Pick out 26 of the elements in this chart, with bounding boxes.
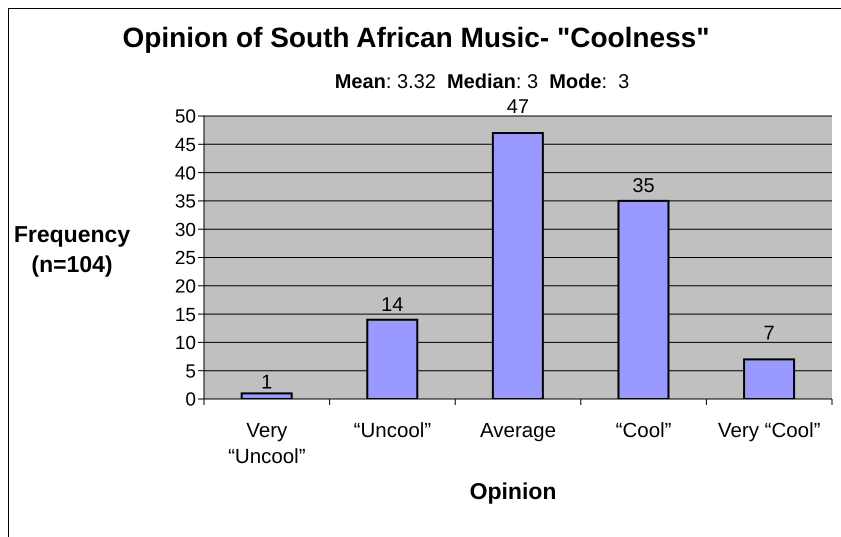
y-tick-label: 45 (174, 135, 196, 156)
bar (240, 392, 293, 399)
data-label: 47 (506, 96, 530, 118)
y-axis-title: Frequency (n=104) (12, 220, 132, 279)
y-tick-label: 50 (174, 106, 196, 128)
y-tick-label: 35 (174, 192, 196, 213)
y-tick-label: 10 (174, 333, 196, 354)
y-tick-label: 25 (174, 248, 196, 270)
x-axis-title: Opinion (468, 478, 558, 504)
x-tick-label: Very “Cool” (718, 419, 821, 442)
x-tick-label: Very “Uncool” (228, 419, 306, 468)
data-label: 14 (381, 294, 404, 316)
text: Mean: 3.32 Median: 3 Mode: 3 (334, 71, 630, 93)
x-tick-label: “Cool” (616, 419, 672, 442)
data-label: 1 (261, 371, 272, 394)
x-tick-label: Average (480, 419, 556, 442)
chart-title: Opinion of South African Music- "Coolness" (121, 21, 711, 55)
data-label: 7 (764, 322, 775, 344)
y-tick-label: 15 (174, 304, 196, 326)
y-tick-label: 40 (174, 163, 196, 184)
y-tick-label: 5 (185, 361, 196, 382)
y-tick-label: 0 (185, 390, 196, 411)
x-tick-label: “Uncool” (354, 419, 432, 442)
y-tick-label: 30 (174, 220, 196, 241)
y-tick-label: 20 (174, 276, 196, 298)
data-label: 35 (632, 174, 655, 197)
